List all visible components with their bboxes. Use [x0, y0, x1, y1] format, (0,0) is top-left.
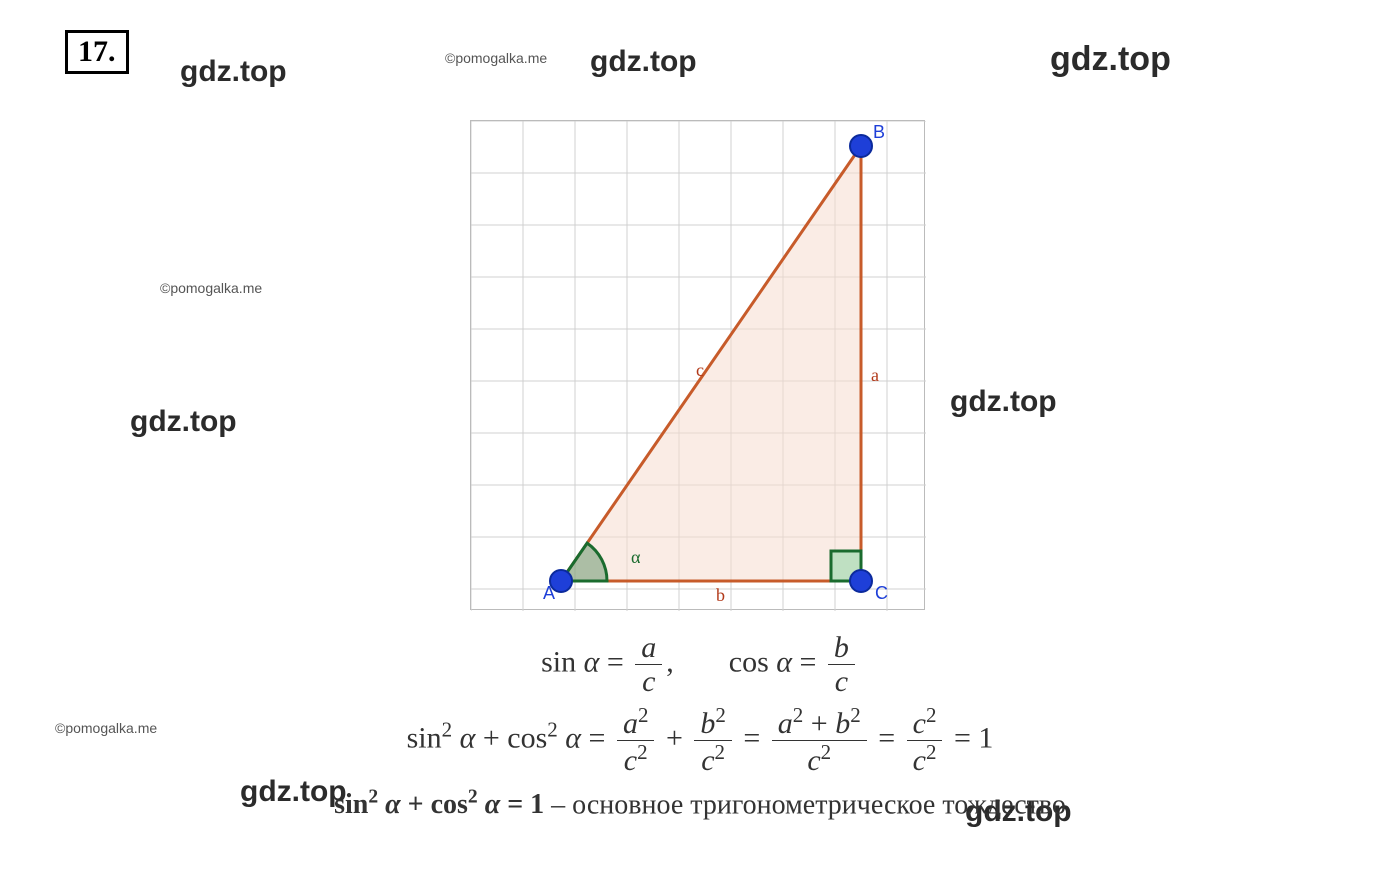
- one: 1: [978, 721, 993, 754]
- denominator: c2: [907, 741, 943, 777]
- plus: +: [483, 721, 500, 754]
- denominator: c2: [617, 741, 655, 777]
- alpha: α: [776, 645, 792, 678]
- sin-label: sin: [407, 721, 442, 754]
- alpha: α: [565, 721, 581, 754]
- denominator: c: [828, 665, 855, 698]
- problem-number: 17.: [78, 35, 116, 68]
- comma: ,: [666, 645, 674, 678]
- formulas-block: sin α = a c , cos α = b c sin2 α + cos2 …: [0, 625, 1400, 821]
- watermark-gdz: gdz.top: [180, 55, 287, 89]
- svg-text:A: A: [543, 583, 555, 603]
- watermark-gdz: gdz.top: [130, 405, 237, 439]
- denominator: c2: [694, 741, 732, 777]
- fraction-b-over-c: b c: [828, 631, 855, 698]
- equals: =: [878, 721, 895, 754]
- exponent: 2: [442, 717, 453, 741]
- equals: =: [800, 645, 817, 678]
- triangle-figure: α a b c A B C: [470, 120, 925, 610]
- plus: +: [666, 721, 683, 754]
- formula-line-1: sin α = a c , cos α = b c: [0, 631, 1400, 698]
- numerator: b2: [694, 704, 732, 741]
- svg-text:b: b: [716, 585, 725, 605]
- alpha: α: [460, 721, 476, 754]
- equals: =: [954, 721, 971, 754]
- equals: =: [743, 721, 760, 754]
- sin-label: sin: [541, 645, 576, 678]
- cos-label: cos: [507, 721, 547, 754]
- svg-text:c: c: [696, 360, 704, 380]
- triangle-svg: α a b c A B C: [471, 121, 926, 611]
- cos-label: cos: [431, 789, 468, 820]
- fraction-a-over-c: a c: [635, 631, 662, 698]
- equals: =: [589, 721, 606, 754]
- svg-text:C: C: [875, 583, 888, 603]
- denominator: c2: [772, 741, 867, 777]
- fraction-sum-c2: a2 + b2 c2: [772, 704, 867, 777]
- watermark-gdz: gdz.top: [950, 385, 1057, 419]
- watermark-pomogalka: ©pomogalka.me: [160, 280, 262, 296]
- numerator: c2: [907, 704, 943, 741]
- formula-line-2: sin2 α + cos2 α = a2 c2 + b2 c2 = a2 + b…: [0, 704, 1400, 777]
- watermark-gdz: gdz.top: [590, 45, 697, 79]
- numerator: a: [635, 631, 662, 665]
- alpha: α: [385, 789, 401, 820]
- equals-one: = 1: [507, 789, 544, 820]
- svg-text:a: a: [871, 365, 879, 385]
- alpha: α: [584, 645, 600, 678]
- alpha: α: [485, 789, 501, 820]
- numerator: a2: [617, 704, 655, 741]
- denominator: c: [635, 665, 662, 698]
- equals: =: [607, 645, 624, 678]
- fraction-c2-c2: c2 c2: [907, 704, 943, 777]
- svg-text:α: α: [631, 547, 641, 567]
- dash: –: [551, 789, 572, 820]
- sin-label: sin: [334, 789, 368, 820]
- conclusion-line: sin2 α + cos2 α = 1 – основное тригономе…: [0, 787, 1400, 821]
- numerator: b: [828, 631, 855, 665]
- svg-text:B: B: [873, 122, 885, 142]
- watermark-gdz: gdz.top: [1050, 40, 1171, 79]
- numerator: a2 + b2: [772, 704, 867, 741]
- watermark-pomogalka: ©pomogalka.me: [445, 50, 547, 66]
- problem-number-box: 17.: [65, 30, 129, 74]
- plus: +: [408, 789, 424, 820]
- cos-label: cos: [729, 645, 769, 678]
- exponent: 2: [547, 717, 558, 741]
- fraction-a2-c2: a2 c2: [617, 704, 655, 777]
- fraction-b2-c2: b2 c2: [694, 704, 732, 777]
- conclusion-text: основное тригонометрическое тождество: [572, 789, 1066, 820]
